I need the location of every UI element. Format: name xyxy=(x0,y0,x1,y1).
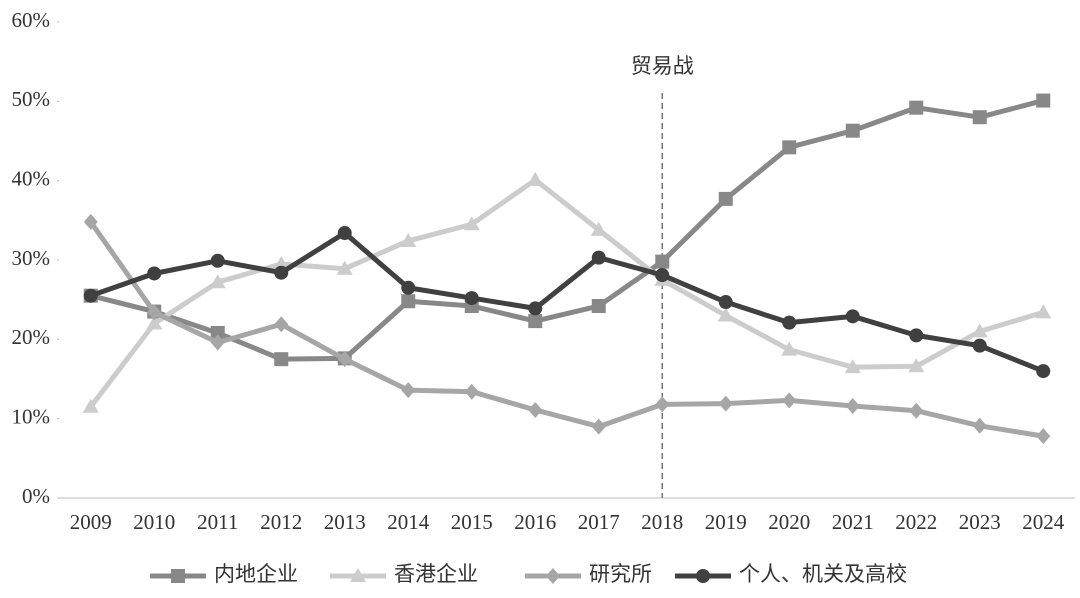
data-point xyxy=(528,314,543,329)
y-tick-label: 20% xyxy=(12,325,51,349)
series-line xyxy=(89,230,1045,374)
data-point xyxy=(909,100,924,115)
data-point xyxy=(1036,364,1051,379)
data-point xyxy=(909,402,924,419)
data-point xyxy=(463,216,480,231)
y-tick-label: 50% xyxy=(12,87,51,111)
data-point xyxy=(274,316,289,333)
x-tick-label: 2021 xyxy=(832,510,874,534)
data-point xyxy=(464,291,479,306)
x-tick-label: 2022 xyxy=(895,510,937,534)
data-point xyxy=(908,358,925,373)
y-tick-label: 0% xyxy=(22,484,50,508)
series-line xyxy=(88,177,1044,409)
data-point xyxy=(147,304,162,321)
data-point xyxy=(590,221,607,236)
data-point xyxy=(655,268,670,283)
series-line xyxy=(90,98,1044,362)
data-point xyxy=(274,265,289,280)
data-point xyxy=(528,301,543,316)
data-point xyxy=(972,110,987,125)
x-tick-label: 2009 xyxy=(70,510,112,534)
data-point xyxy=(845,397,860,414)
data-point xyxy=(401,382,416,399)
data-point xyxy=(82,398,99,413)
data-point xyxy=(528,401,543,418)
x-tick-label: 2010 xyxy=(133,510,175,534)
data-point xyxy=(1036,428,1051,445)
data-point xyxy=(718,191,733,206)
data-point xyxy=(464,383,479,400)
data-point xyxy=(401,294,416,309)
data-point xyxy=(146,315,163,330)
data-point xyxy=(210,334,225,351)
legend-label: 内地企业 xyxy=(214,562,298,586)
data-point xyxy=(655,396,670,413)
legend-label: 研究所 xyxy=(589,562,652,586)
data-point xyxy=(527,171,544,186)
data-point xyxy=(844,359,861,374)
x-tick-label: 2012 xyxy=(260,510,302,534)
x-tick-label: 2014 xyxy=(387,510,430,534)
data-point xyxy=(273,255,290,270)
data-point xyxy=(210,325,225,340)
data-point xyxy=(781,341,798,356)
data-point xyxy=(400,232,417,247)
data-point xyxy=(336,260,353,275)
y-tick-label: 40% xyxy=(12,166,51,190)
data-point xyxy=(274,352,289,367)
data-point xyxy=(591,418,606,435)
data-point xyxy=(655,254,670,269)
y-tick-label: 60% xyxy=(12,8,51,32)
annotation-text: 贸易战 xyxy=(631,54,694,78)
data-point xyxy=(337,351,352,368)
y-tick-label: 10% xyxy=(12,404,51,428)
data-point xyxy=(147,266,162,281)
legend-marker xyxy=(171,569,185,583)
legend-marker xyxy=(546,568,560,584)
data-point xyxy=(591,250,606,265)
data-point xyxy=(845,123,860,138)
data-point xyxy=(718,395,733,412)
legend-marker xyxy=(696,569,710,583)
x-tick-label: 2023 xyxy=(959,510,1001,534)
data-point xyxy=(782,140,797,155)
x-tick-label: 2020 xyxy=(768,510,810,534)
series-line xyxy=(88,220,1044,439)
data-point xyxy=(401,280,416,295)
y-tick-label: 30% xyxy=(12,246,51,270)
data-point xyxy=(1035,304,1052,319)
data-point xyxy=(83,288,98,303)
data-point xyxy=(718,295,733,310)
data-point xyxy=(591,299,606,314)
legend-marker xyxy=(350,568,366,582)
data-point xyxy=(782,392,797,409)
data-point xyxy=(209,274,226,289)
data-point xyxy=(337,226,352,241)
data-point xyxy=(845,309,860,324)
data-point xyxy=(971,323,988,338)
x-tick-label: 2018 xyxy=(641,510,683,534)
data-point xyxy=(909,328,924,343)
x-tick-label: 2013 xyxy=(324,510,366,534)
data-point xyxy=(210,253,225,268)
x-tick-label: 2011 xyxy=(197,510,238,534)
x-tick-label: 2017 xyxy=(578,510,620,534)
legend-label: 个人、机关及高校 xyxy=(739,562,907,586)
x-tick-label: 2016 xyxy=(514,510,556,534)
x-tick-label: 2015 xyxy=(451,510,493,534)
x-tick-label: 2024 xyxy=(1022,510,1065,534)
data-point xyxy=(972,338,987,353)
data-point xyxy=(782,315,797,330)
data-point xyxy=(717,307,734,322)
legend-label: 香港企业 xyxy=(394,562,478,586)
x-tick-label: 2019 xyxy=(705,510,747,534)
data-point xyxy=(972,417,987,434)
data-point xyxy=(83,213,98,230)
data-point xyxy=(1036,93,1051,108)
